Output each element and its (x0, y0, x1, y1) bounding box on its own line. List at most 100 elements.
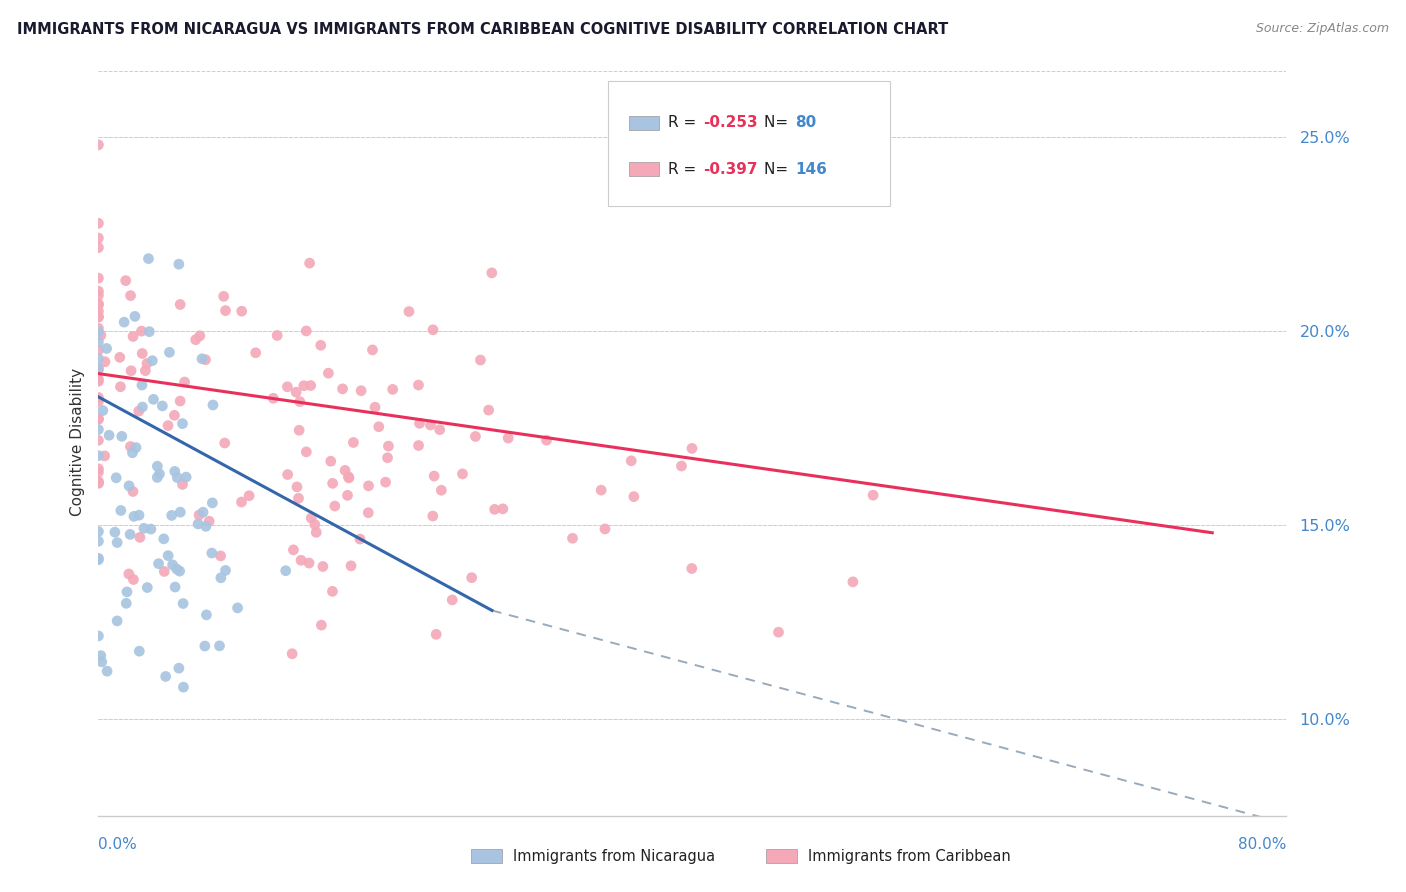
Point (295, 445, 318, 459)
Point (136, 356, 159, 370)
Point (591, 483, 613, 497)
Point (87, 297, 110, 311)
Text: IMMIGRANTS FROM NICARAGUA VS IMMIGRANTS FROM CARIBBEAN COGNITIVE DISABILITY CORR: IMMIGRANTS FROM NICARAGUA VS IMMIGRANTS … (17, 22, 948, 37)
Point (90, 655, 112, 669)
Point (309, 338, 332, 352)
Point (496, 431, 519, 445)
Point (361, 343, 384, 357)
Point (157, 549, 180, 563)
Point (87, 310, 110, 325)
Point (298, 256, 321, 270)
Point (298, 556, 321, 570)
Point (287, 491, 309, 506)
Point (430, 483, 453, 498)
Point (131, 400, 153, 414)
Point (377, 450, 399, 465)
Point (285, 385, 308, 400)
Point (87, 325, 110, 339)
Point (377, 439, 399, 453)
Point (357, 506, 380, 520)
Point (194, 639, 217, 653)
Point (115, 585, 138, 599)
Point (136, 581, 159, 595)
Point (561, 531, 583, 545)
Point (87, 551, 110, 566)
Point (96, 664, 118, 678)
Text: 146: 146 (794, 161, 827, 177)
Point (121, 446, 143, 460)
Point (173, 375, 195, 389)
Point (299, 378, 322, 392)
Point (214, 303, 236, 318)
Point (128, 508, 150, 523)
Text: -0.397: -0.397 (703, 161, 758, 177)
Point (201, 496, 224, 510)
Point (172, 477, 194, 491)
Point (470, 353, 492, 368)
Point (318, 366, 340, 380)
Point (593, 522, 616, 536)
Point (195, 607, 218, 622)
Point (128, 404, 150, 418)
Point (87, 394, 110, 409)
Point (209, 571, 232, 585)
Point (141, 353, 163, 368)
Point (112, 315, 135, 329)
Text: Source: ZipAtlas.com: Source: ZipAtlas.com (1256, 22, 1389, 36)
Point (166, 562, 188, 576)
Point (118, 566, 141, 581)
Point (226, 601, 249, 615)
Point (312, 559, 335, 574)
Point (425, 627, 447, 641)
Point (408, 438, 430, 452)
Point (419, 417, 441, 432)
Point (91, 403, 114, 417)
Point (408, 378, 430, 392)
Point (422, 508, 444, 523)
Point (262, 391, 284, 405)
Point (408, 417, 430, 431)
Point (90, 648, 112, 663)
Point (336, 488, 359, 502)
Point (162, 558, 184, 572)
Point (131, 324, 153, 338)
Point (484, 502, 506, 516)
Point (481, 266, 503, 280)
Text: N=: N= (763, 115, 793, 130)
Point (105, 471, 128, 485)
Point (87, 534, 110, 549)
Point (620, 454, 643, 468)
Point (464, 429, 486, 443)
Point (422, 323, 444, 337)
Point (167, 661, 190, 675)
Point (292, 378, 315, 392)
Point (451, 467, 474, 481)
Point (349, 532, 371, 546)
Point (319, 454, 342, 468)
Point (90, 328, 112, 343)
Point (322, 476, 344, 491)
Point (87, 524, 110, 539)
Point (163, 464, 186, 478)
Point (350, 384, 373, 398)
Point (299, 511, 322, 525)
Point (304, 517, 326, 532)
Point (681, 561, 703, 575)
Point (276, 380, 298, 394)
Point (169, 394, 191, 409)
Point (332, 382, 354, 396)
Point (191, 351, 214, 366)
Point (150, 399, 173, 413)
Point (122, 329, 145, 343)
Point (142, 392, 165, 407)
Point (87, 553, 110, 567)
Point (87, 351, 110, 366)
Point (146, 459, 169, 474)
Point (172, 597, 194, 611)
Point (87, 310, 110, 324)
Point (125, 441, 148, 455)
Point (87, 137, 110, 152)
Point (131, 346, 153, 360)
Point (266, 328, 288, 343)
Text: N=: N= (763, 161, 793, 177)
